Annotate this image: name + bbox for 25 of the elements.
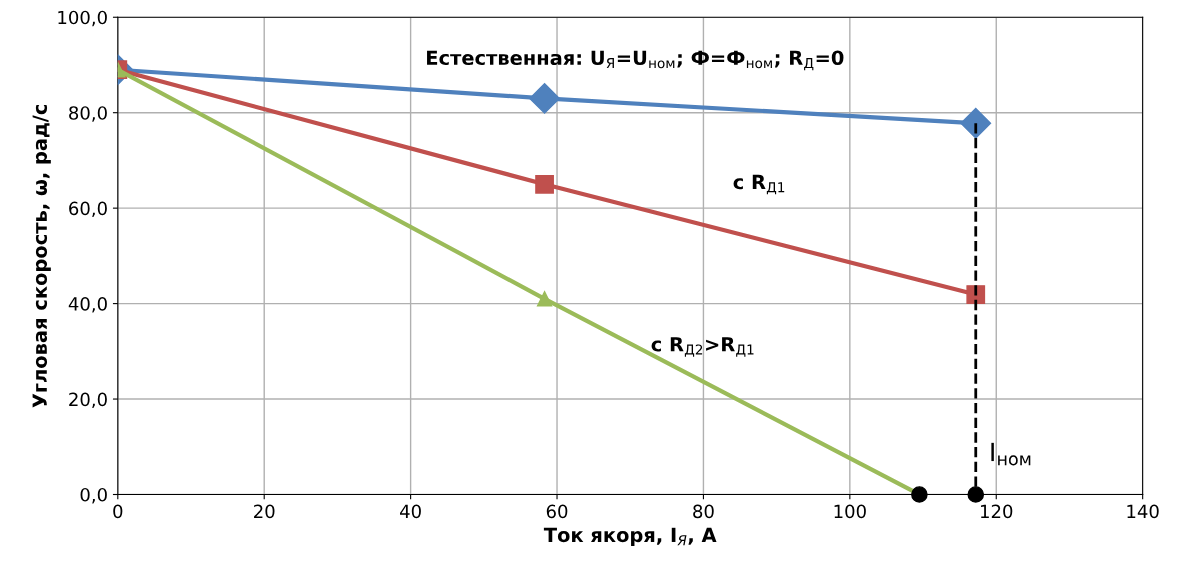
x-tick-label: 60 [546, 504, 568, 519]
x-tick-label: 100 [834, 504, 866, 519]
y-tick-label: 0,0 [80, 487, 107, 504]
x-axis-title: Ток якоря, I$_{Я}$, А [543, 527, 717, 547]
point [960, 107, 992, 139]
point [529, 82, 561, 114]
point [967, 486, 985, 503]
x-tick-label: 40 [400, 504, 421, 519]
y-axis-title: Угловая скорость, ω, рад/с [32, 104, 51, 408]
x-tick-label: 20 [254, 504, 275, 519]
x-tick-label: 0 [113, 504, 123, 519]
y-tick-label: 100,0 [58, 10, 107, 27]
annotation: I$_{ном}$ [991, 442, 1031, 466]
x-tick-label: 120 [981, 504, 1013, 519]
x-tick-label: 140 [1127, 504, 1159, 519]
y-tick-label: 20,0 [69, 392, 107, 409]
annotation: с R$_{Д2}$>R$_{Д1}$ [651, 337, 754, 357]
x-tick-label: 80 [693, 504, 714, 519]
text: Естественная: U$_{Я}$=U$_{ном}$; Ф=Ф$_{ном}$; R$_{Д}$=0 [427, 50, 844, 71]
annotation: с R$_{Д1}$ [733, 174, 785, 195]
y-tick-label: 80,0 [69, 106, 107, 122]
point [535, 174, 554, 194]
point [911, 486, 928, 503]
y-tick-label: 40,0 [68, 297, 107, 313]
y-tick-label: 60,0 [69, 201, 107, 218]
